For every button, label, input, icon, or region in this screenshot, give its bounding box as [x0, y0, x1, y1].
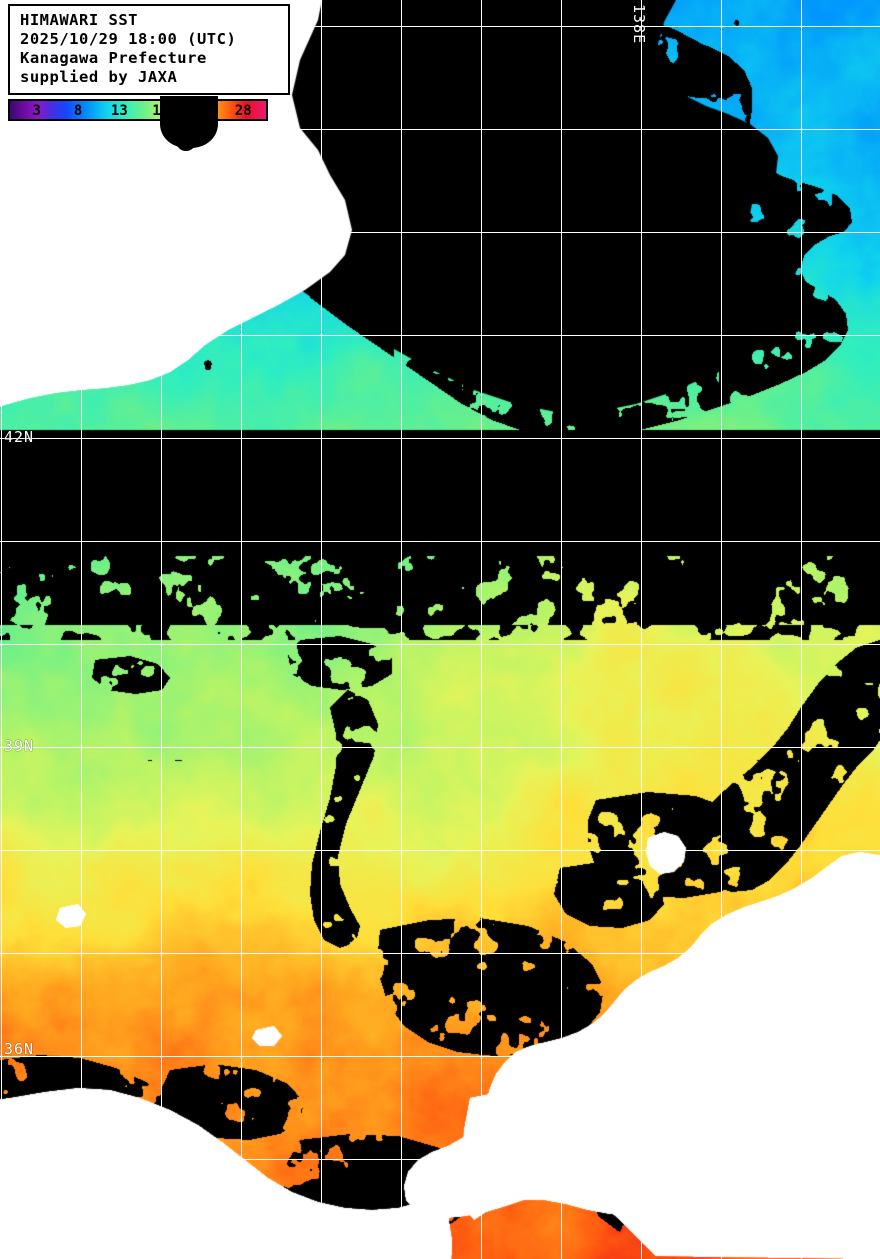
colorbar-tick-13: 13: [110, 103, 128, 119]
title-line-datetime: 2025/10/29 18:00 (UTC): [20, 30, 237, 48]
colorbar-tick-28: 28: [234, 103, 252, 119]
title-line-region: Kanagawa Prefecture: [20, 49, 207, 67]
title-line-provider: supplied by JAXA: [20, 68, 178, 86]
title-line-product: HIMAWARI SST: [20, 11, 138, 29]
colorbar-tick-3: 3: [32, 103, 41, 119]
title-annotation-box: HIMAWARI SST 2025/10/29 18:00 (UTC) Kana…: [8, 4, 290, 95]
colorbar-tick-8: 8: [73, 103, 83, 119]
temperature-colorbar: 3813182328: [8, 99, 268, 121]
colorbar-gradient: [10, 101, 266, 119]
cloud-mask-blob-small: [176, 131, 196, 151]
